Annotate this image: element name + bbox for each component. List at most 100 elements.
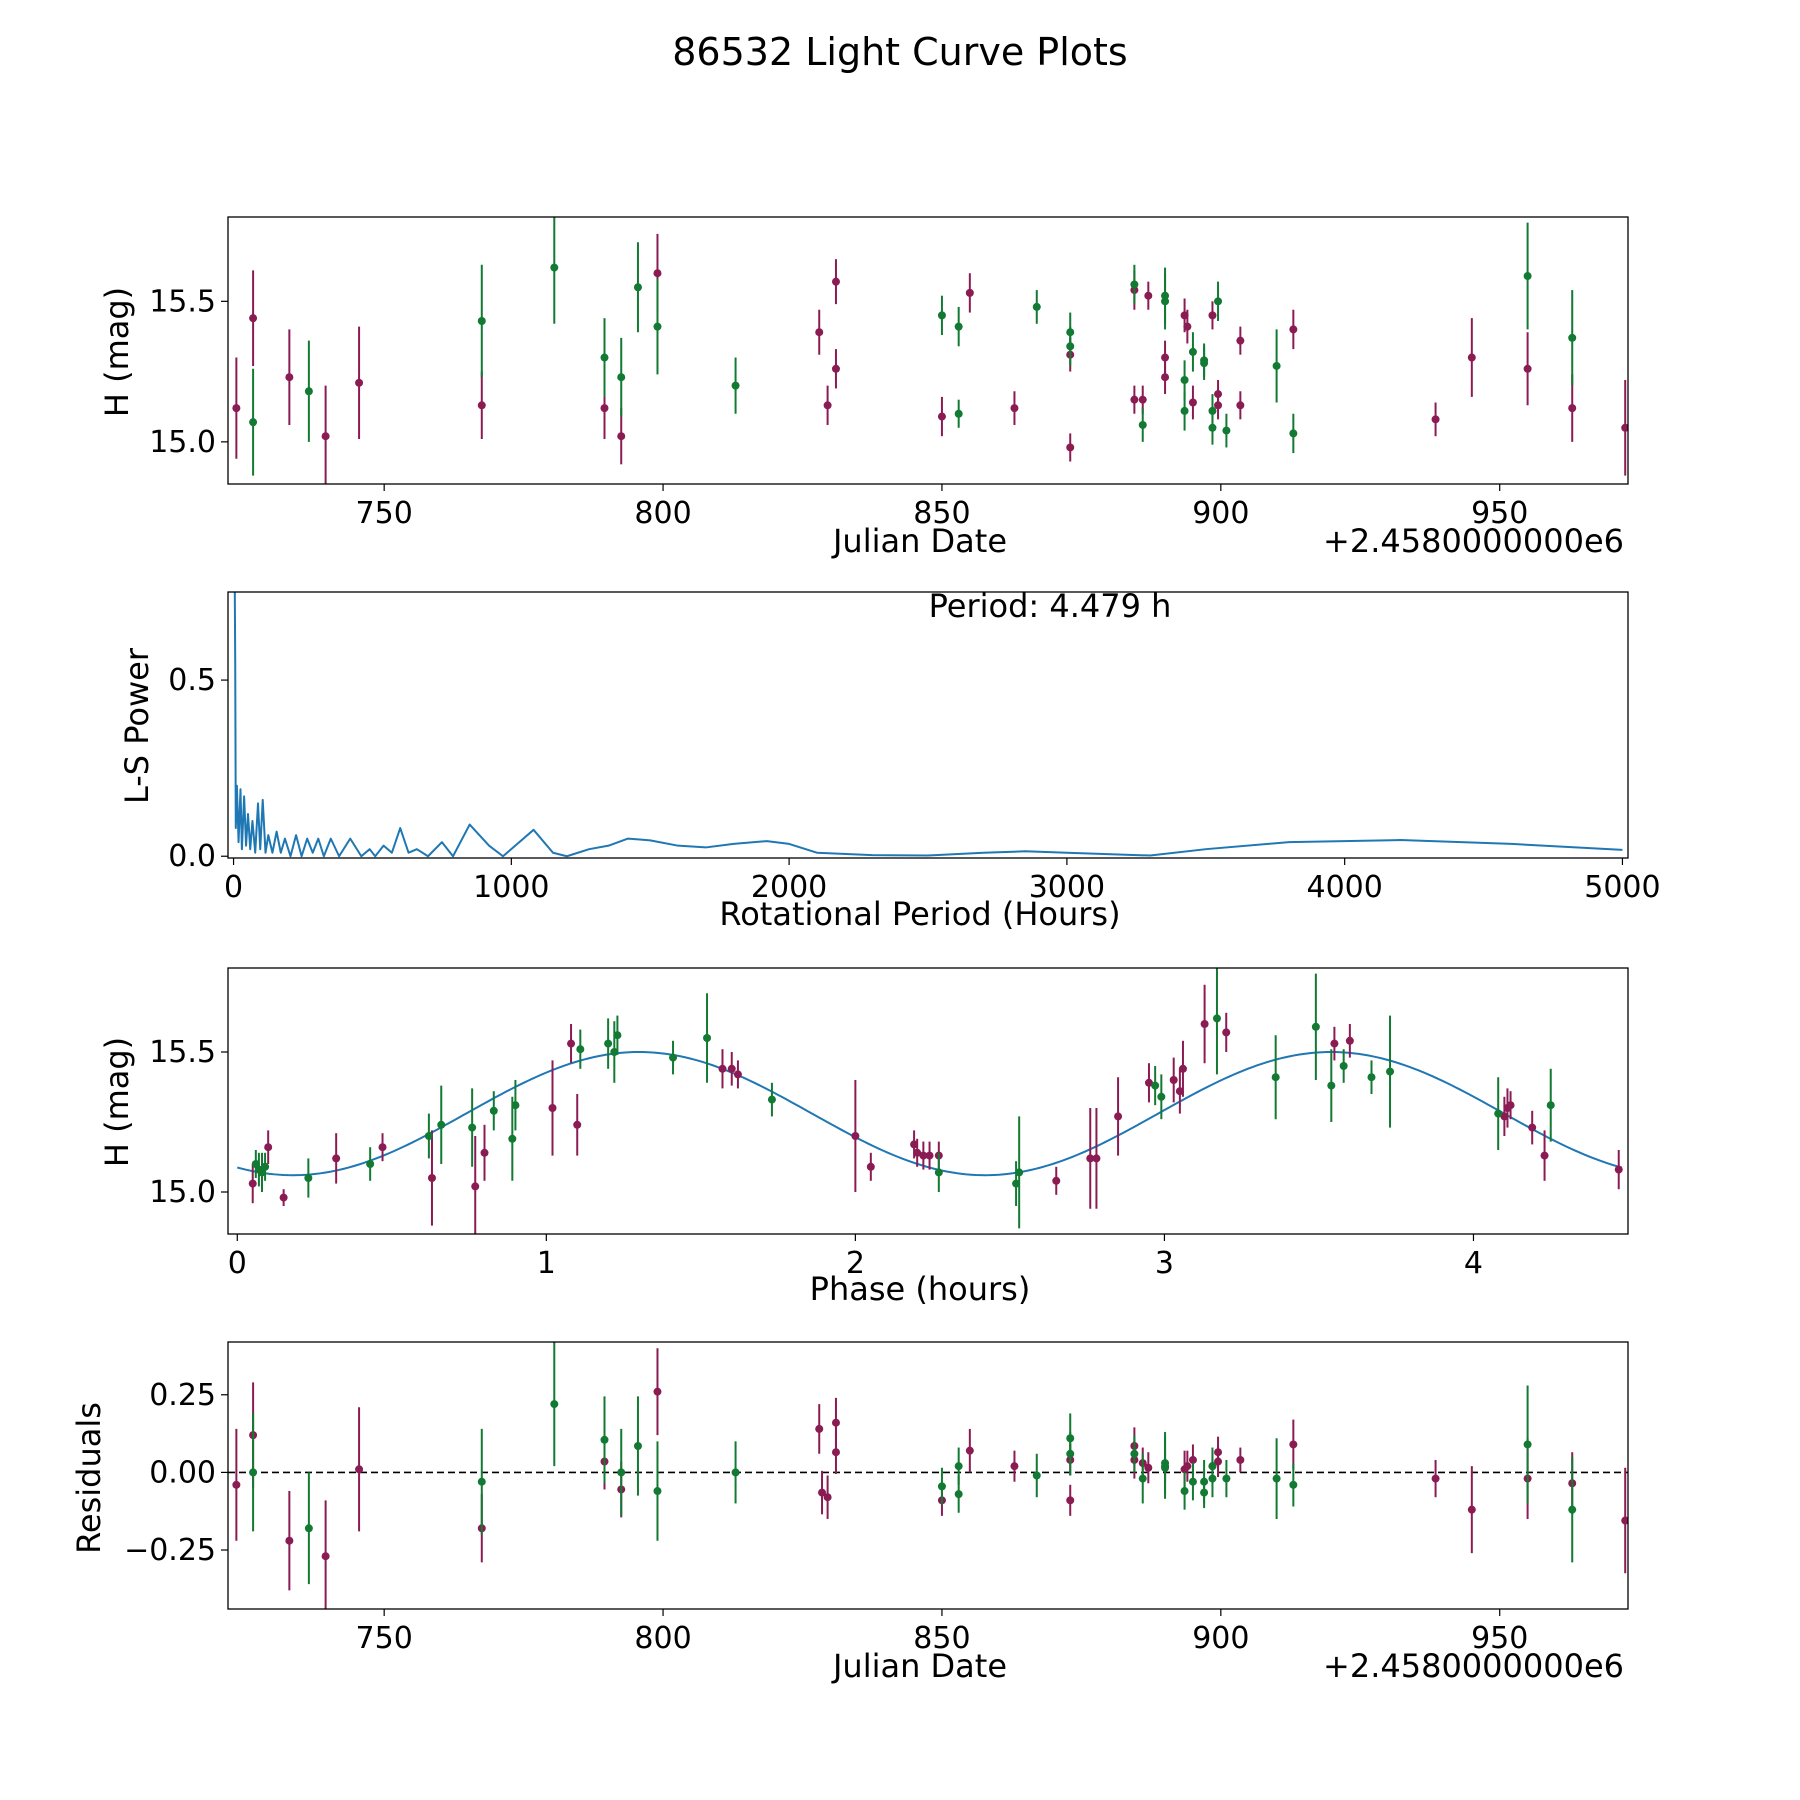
periodogram-xlabel: Rotational Period (Hours)	[719, 895, 1120, 933]
phased-point	[366, 1160, 375, 1168]
phased-point	[1386, 1067, 1395, 1076]
phased-point	[1092, 1154, 1101, 1163]
residuals-point	[617, 1468, 626, 1477]
residuals-xtick-label: 900	[1192, 1621, 1249, 1656]
residuals-xtick-label: 950	[1471, 1621, 1528, 1656]
residuals-data	[228, 1342, 1628, 1609]
phased-point	[1614, 1165, 1623, 1174]
phased-point	[1330, 1039, 1339, 1048]
residuals-point	[954, 1462, 963, 1471]
phased-point	[573, 1120, 582, 1129]
residuals-point	[600, 1435, 609, 1444]
phased-xtick-label: 3	[1155, 1246, 1174, 1281]
lightcurve-xtick-label: 850	[913, 496, 970, 531]
phased-point	[1339, 1062, 1348, 1070]
residuals-point	[1188, 1477, 1197, 1486]
phased-xlabel: Phase (hours)	[810, 1270, 1031, 1308]
periodogram-data	[233, 592, 1623, 858]
lightcurve-point	[249, 418, 258, 427]
lightcurve-point	[1289, 429, 1298, 438]
periodogram-ytick-label: 0.5	[168, 663, 216, 698]
lightcurve-point	[937, 412, 946, 421]
lightcurve-data	[232, 217, 1628, 484]
phased-point	[703, 1034, 712, 1042]
phased-point	[733, 1070, 742, 1079]
lightcurve-point	[1183, 322, 1192, 331]
residuals-xtick-label: 750	[356, 1621, 413, 1656]
lightcurve-point	[304, 387, 313, 396]
lightcurve-point	[1130, 395, 1139, 404]
lightcurve-point	[617, 373, 626, 382]
lightcurve-xtick-label: 800	[634, 496, 691, 531]
lightcurve-point	[1161, 373, 1170, 382]
lightcurve-point	[1138, 395, 1147, 404]
lightcurve-xlabel: Julian Date	[831, 522, 1007, 560]
phased-point	[424, 1132, 433, 1140]
residuals-point	[1467, 1505, 1476, 1514]
phased-point	[1086, 1154, 1095, 1163]
phased-point	[604, 1039, 613, 1048]
phased-ytick-label: 15.5	[149, 1035, 216, 1070]
residuals-point	[818, 1488, 827, 1497]
phased-point	[468, 1123, 477, 1132]
lightcurve-point	[1214, 297, 1223, 306]
lightcurve-point	[1180, 376, 1189, 385]
lightcurve-xtick-label: 750	[356, 496, 413, 531]
phased-point	[1500, 1112, 1509, 1121]
lightcurve-point	[1523, 272, 1532, 281]
phased-panel: Phase (hours) H (mag) 0 1 2 3 4 15.0 15.5	[98, 967, 1629, 1308]
residuals-point	[1144, 1463, 1153, 1472]
residuals-point	[285, 1536, 294, 1545]
phased-point	[1157, 1092, 1166, 1101]
lightcurve-point	[965, 288, 974, 297]
residuals-point	[1289, 1440, 1298, 1449]
residuals-point	[823, 1493, 832, 1502]
phased-point	[1222, 1028, 1231, 1037]
lightcurve-xtick-label: 900	[1192, 496, 1249, 531]
phased-point	[508, 1134, 517, 1143]
lightcurve-point	[1222, 426, 1231, 435]
phased-xtick-label: 1	[537, 1246, 556, 1281]
phased-point	[1052, 1176, 1061, 1185]
lightcurve-point	[1032, 302, 1041, 311]
phased-point	[1311, 1022, 1320, 1031]
residuals-point	[815, 1424, 824, 1433]
residuals-point	[477, 1477, 486, 1486]
lightcurve-point	[600, 404, 609, 413]
phased-point	[1212, 1014, 1221, 1023]
residuals-point	[1272, 1474, 1281, 1483]
lightcurve-point	[617, 432, 626, 441]
phased-point	[913, 1148, 922, 1157]
residuals-point	[1138, 1474, 1147, 1483]
phased-ylabel: H (mag)	[98, 1037, 136, 1167]
residuals-xtick-label: 800	[634, 1621, 691, 1656]
lightcurve-point	[1621, 423, 1628, 432]
phased-frame	[227, 967, 1629, 1235]
lightcurve-point	[285, 373, 294, 382]
residuals-point	[954, 1490, 963, 1499]
phased-point	[613, 1031, 622, 1040]
lightcurve-xtick-label: 950	[1471, 496, 1528, 531]
residuals-ytick-label: −0.25	[124, 1533, 216, 1568]
phased-point	[1169, 1076, 1178, 1084]
phased-point	[471, 1182, 480, 1191]
phased-point	[1144, 1078, 1153, 1087]
lightcurve-ytick-label: 15.0	[149, 425, 216, 460]
lightcurve-ytick-label: 15.5	[149, 284, 216, 319]
phased-xtick-label: 0	[228, 1246, 247, 1281]
period-annotation: Period: 4.479 h	[929, 587, 1172, 625]
residuals-point	[1130, 1449, 1139, 1458]
residuals-ylabel: Residuals	[70, 1402, 108, 1554]
phased-point	[279, 1193, 288, 1202]
lightcurve-point	[954, 322, 963, 331]
lightcurve-point	[1130, 280, 1139, 289]
lightcurve-point	[1214, 401, 1223, 410]
residuals-point	[1431, 1474, 1440, 1483]
phased-point	[1327, 1081, 1336, 1090]
lightcurve-ylabel: H (mag)	[98, 287, 136, 417]
residuals-point	[653, 1487, 662, 1496]
phased-point	[866, 1162, 875, 1171]
residuals-point	[937, 1482, 946, 1491]
periodogram-panel: Rotational Period (Hours) L-S Power Peri…	[118, 587, 1661, 933]
lightcurve-point	[1188, 347, 1197, 356]
